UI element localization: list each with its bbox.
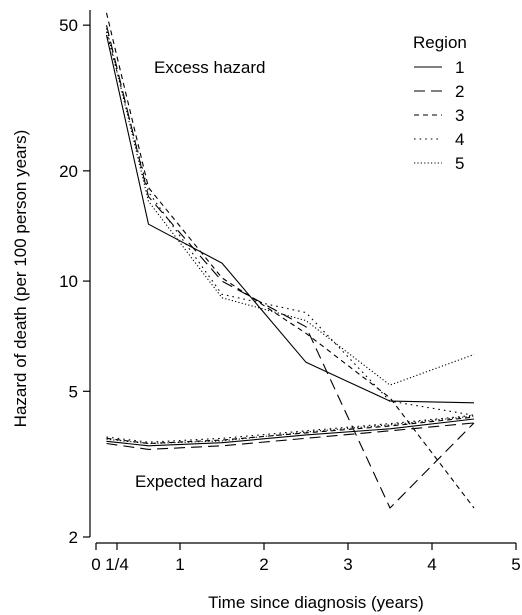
legend-label-region-3: 3 bbox=[455, 106, 464, 125]
expected-hazard-line-region-1 bbox=[106, 418, 475, 447]
x-tick-label: 3 bbox=[343, 555, 352, 574]
expected-hazard-annotation: Expected hazard bbox=[135, 472, 263, 491]
excess-hazard-line-region-1 bbox=[105, 34, 475, 404]
excess-hazard-line-region-5 bbox=[105, 28, 475, 386]
expected-hazard-line-region-5 bbox=[106, 415, 475, 445]
expected-hazard-line-region-4 bbox=[106, 414, 475, 443]
legend-title: Region bbox=[413, 33, 467, 52]
legend-label-region-4: 4 bbox=[455, 130, 464, 149]
y-tick-label: 10 bbox=[59, 272, 78, 291]
legend-label-region-1: 1 bbox=[455, 58, 464, 77]
legend: Region 1 2 3 4 5 bbox=[413, 33, 467, 173]
expected-hazard-line-region-3 bbox=[106, 416, 475, 445]
x-tick-label: 2 bbox=[259, 555, 268, 574]
x-tick-label: 0 bbox=[91, 555, 100, 574]
x-tick-label: 5 bbox=[511, 555, 520, 574]
legend-label-region-5: 5 bbox=[455, 154, 464, 173]
y-tick-label: 5 bbox=[69, 382, 78, 401]
x-tick-label: 4 bbox=[427, 555, 436, 574]
excess-hazard-line-region-3 bbox=[105, 12, 475, 509]
x-axis-title: Time since diagnosis (years) bbox=[208, 593, 424, 612]
y-axis-title: Hazard of death (per 100 person years) bbox=[11, 130, 30, 428]
series-lines bbox=[105, 12, 475, 509]
annotations: Excess hazard Expected hazard bbox=[135, 58, 266, 491]
axes: 0 1/4 1 2 3 4 5 2 5 10 20 50 bbox=[59, 10, 521, 574]
expected-hazard-line-region-2 bbox=[106, 422, 475, 450]
excess-hazard-line-region-2 bbox=[105, 25, 475, 509]
legend-label-region-2: 2 bbox=[455, 82, 464, 101]
x-tick-label: 1 bbox=[175, 555, 184, 574]
y-tick-label: 20 bbox=[59, 162, 78, 181]
x-tick-label: 1/4 bbox=[105, 555, 129, 574]
excess-hazard-annotation: Excess hazard bbox=[154, 58, 266, 77]
y-tick-label: 50 bbox=[59, 16, 78, 35]
excess-hazard-line-region-4 bbox=[105, 31, 475, 416]
y-tick-label: 2 bbox=[69, 528, 78, 547]
